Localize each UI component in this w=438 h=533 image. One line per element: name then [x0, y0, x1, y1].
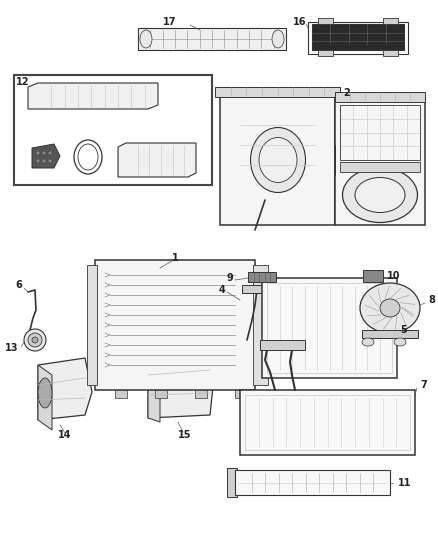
Text: 10: 10 — [387, 271, 400, 281]
Ellipse shape — [48, 159, 52, 163]
Ellipse shape — [362, 338, 374, 346]
Bar — [115, 390, 127, 398]
Text: 4: 4 — [218, 285, 225, 295]
Ellipse shape — [42, 159, 46, 163]
Bar — [363, 270, 383, 282]
Bar — [340, 162, 420, 172]
Bar — [260, 340, 305, 350]
Bar — [308, 22, 408, 54]
Polygon shape — [38, 358, 92, 420]
Ellipse shape — [360, 283, 420, 333]
Ellipse shape — [380, 299, 400, 317]
Bar — [227, 468, 237, 497]
Bar — [155, 390, 167, 398]
Text: 15: 15 — [178, 430, 192, 440]
Polygon shape — [28, 83, 158, 109]
Text: 16: 16 — [293, 17, 307, 27]
Ellipse shape — [36, 151, 40, 155]
Bar — [195, 390, 207, 398]
Bar — [267, 283, 392, 373]
Bar — [235, 390, 247, 398]
Text: 11: 11 — [398, 478, 411, 488]
Text: 6: 6 — [15, 280, 22, 290]
Polygon shape — [38, 365, 52, 430]
Ellipse shape — [36, 159, 40, 163]
Bar — [87, 265, 97, 385]
Text: 9: 9 — [226, 273, 233, 283]
Ellipse shape — [343, 167, 417, 222]
Bar — [262, 278, 397, 378]
Polygon shape — [118, 143, 196, 177]
Bar — [95, 260, 255, 390]
Bar — [335, 92, 425, 102]
Bar — [312, 24, 404, 50]
Text: 1: 1 — [172, 253, 178, 263]
Bar — [242, 285, 264, 293]
Text: 7: 7 — [420, 380, 427, 390]
Bar — [235, 470, 390, 495]
Text: 2: 2 — [343, 88, 350, 98]
Polygon shape — [148, 348, 215, 418]
Bar — [253, 265, 268, 385]
Ellipse shape — [28, 333, 42, 347]
Bar — [240, 390, 415, 455]
Bar — [340, 105, 420, 160]
Polygon shape — [32, 144, 60, 168]
Text: 12: 12 — [16, 77, 29, 87]
Ellipse shape — [272, 30, 284, 48]
Text: 5: 5 — [400, 325, 407, 335]
Bar — [335, 100, 425, 225]
Text: 17: 17 — [163, 17, 177, 27]
Bar — [14, 75, 212, 185]
Ellipse shape — [394, 338, 406, 346]
Ellipse shape — [24, 329, 46, 351]
Polygon shape — [148, 355, 160, 422]
Bar — [138, 28, 286, 50]
Bar — [362, 330, 418, 338]
Text: 13: 13 — [4, 343, 18, 353]
Ellipse shape — [259, 138, 297, 182]
Bar — [318, 18, 333, 24]
Ellipse shape — [42, 151, 46, 155]
Bar — [318, 50, 333, 56]
Bar — [220, 95, 335, 225]
Ellipse shape — [38, 378, 52, 408]
Bar — [248, 272, 276, 282]
Bar — [245, 395, 410, 450]
Bar — [383, 50, 398, 56]
Bar — [383, 18, 398, 24]
Ellipse shape — [140, 30, 152, 48]
Ellipse shape — [32, 337, 38, 343]
Ellipse shape — [355, 177, 405, 213]
Bar — [215, 87, 340, 97]
Ellipse shape — [48, 151, 52, 155]
Ellipse shape — [251, 127, 305, 192]
Text: 14: 14 — [58, 430, 72, 440]
Text: 8: 8 — [428, 295, 435, 305]
